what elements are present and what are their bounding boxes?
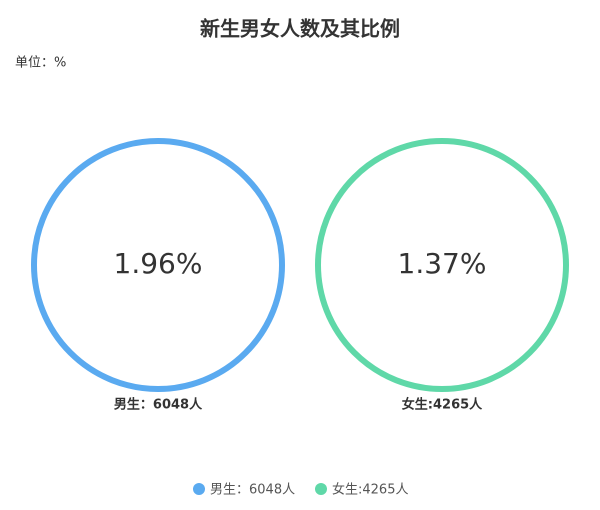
legend-swatch	[193, 483, 205, 495]
legend-swatch	[315, 483, 327, 495]
legend-label: 女生:4265人	[332, 482, 408, 498]
ring-value-label: 1.96%	[114, 247, 203, 280]
ring-category-label: 男生：6048人	[114, 397, 203, 413]
chart-title: 新生男女人数及其比例	[200, 17, 400, 41]
unit-label: 单位：%	[15, 56, 66, 71]
ring-category-label: 女生:4265人	[402, 397, 483, 413]
ring	[31, 138, 285, 392]
ring-value-label: 1.37%	[398, 247, 487, 280]
ring	[315, 138, 569, 392]
legend-label: 男生：6048人	[210, 483, 295, 498]
